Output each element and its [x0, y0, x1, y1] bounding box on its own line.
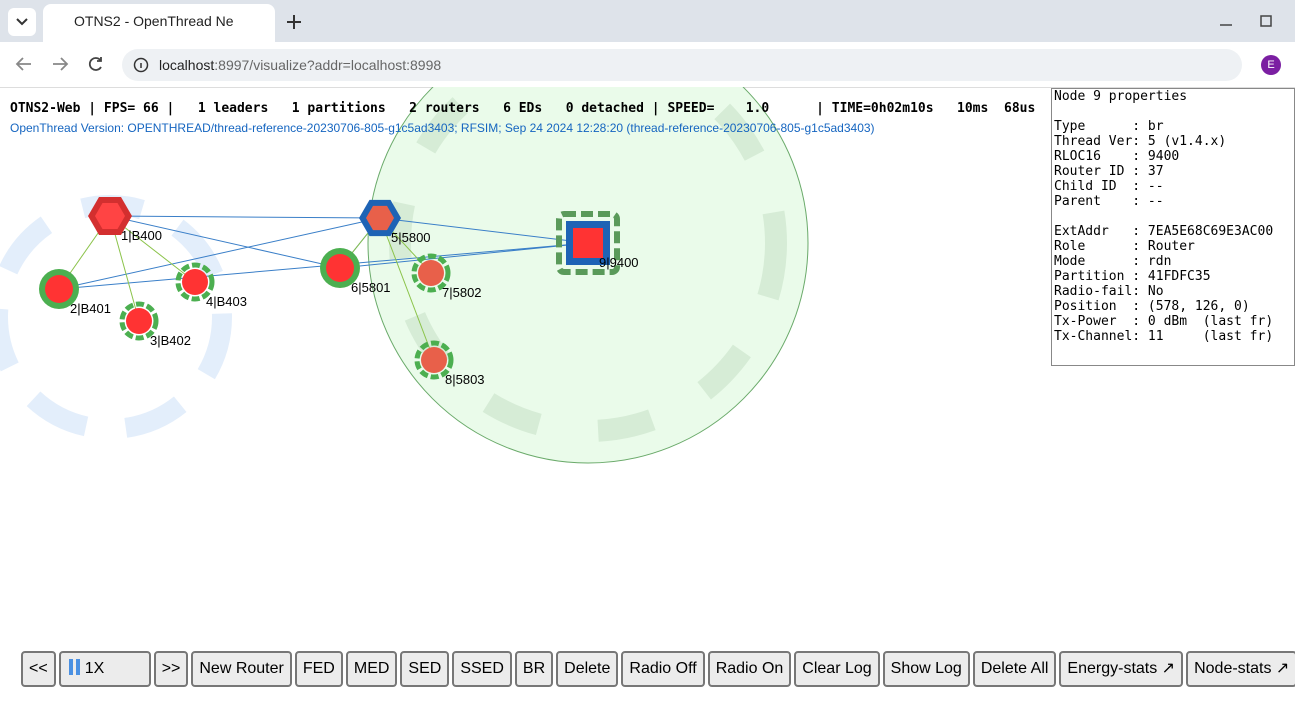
button[interactable]: Energy-stats ↗ — [1059, 651, 1184, 687]
link — [58, 217, 381, 290]
button[interactable]: Show Log — [882, 651, 970, 687]
node-core — [326, 254, 354, 282]
property-row: Child ID : -- — [1054, 179, 1164, 194]
url-path: :8997/visualize?addr=localhost:8998 — [214, 57, 442, 73]
property-row: RLOC16 : 9400 — [1054, 149, 1180, 164]
node[interactable]: 3|B402 — [119, 301, 191, 348]
property-row: Role : Router — [1054, 239, 1195, 254]
node-halo — [556, 211, 620, 275]
button[interactable]: SED — [400, 651, 450, 687]
node[interactable]: 8|5803 — [414, 340, 485, 387]
property-row: ExtAddr : 7EA5E68C69E3AC00 — [1054, 224, 1274, 239]
button[interactable]: BR — [514, 651, 554, 687]
node-shape — [411, 253, 451, 293]
node-shape — [175, 262, 215, 302]
button[interactable]: 1X — [58, 651, 151, 687]
node-core — [573, 228, 603, 258]
property-row: Mode : rdn — [1054, 254, 1172, 269]
node-label: 4|B403 — [206, 294, 247, 309]
node[interactable]: 5|5800 — [359, 199, 431, 245]
info-icon — [133, 57, 149, 73]
node-label: 9|9400 — [599, 255, 639, 270]
tab-title: OTNS2 - OpenThread Ne — [74, 13, 234, 29]
node-label: 2|B401 — [70, 301, 111, 316]
link — [109, 215, 341, 269]
node-label: 3|B402 — [150, 333, 191, 348]
button[interactable]: FED — [294, 651, 343, 687]
button[interactable]: Node-stats ↗ — [1186, 651, 1295, 687]
node-core — [95, 203, 125, 229]
node-core — [45, 275, 73, 303]
button[interactable]: Radio Off — [621, 651, 705, 687]
child-link — [379, 217, 435, 361]
property-row: Radio-fail: No — [1054, 284, 1164, 299]
property-row: Thread Ver: 5 (v1.4.x) — [1054, 134, 1227, 149]
button[interactable]: Clear Log — [794, 651, 880, 687]
node-label: 5|5800 — [391, 230, 431, 245]
node-core — [421, 347, 447, 373]
node[interactable]: 4|B403 — [175, 262, 247, 309]
button[interactable]: Radio On — [707, 651, 792, 687]
property-row: Tx-Channel: 11 (last fr) — [1054, 329, 1274, 344]
button[interactable]: >> — [153, 651, 189, 687]
toolbar: << 1X >> New Router FED MED SED SSED BR Delete Rad… — [21, 651, 1295, 687]
node-shape — [414, 340, 454, 380]
version-line: OpenThread Version: OPENTHREAD/thread-re… — [10, 121, 875, 135]
property-row: Partition : 41FDFC35 — [1054, 269, 1211, 284]
link — [379, 217, 589, 244]
node-properties-panel: Node 9 properties Type : br Thread Ver: 5… — [1051, 88, 1295, 366]
node[interactable]: 6|5801 — [320, 248, 391, 295]
property-row: Parent : -- — [1054, 194, 1164, 209]
panel-title: Node 9 properties — [1054, 89, 1188, 104]
url-box[interactable] — [122, 49, 1242, 81]
node-shape — [119, 301, 159, 341]
node-label: 7|5802 — [442, 285, 482, 300]
node[interactable]: 2|B401 — [39, 269, 111, 316]
node-label: 6|5801 — [351, 280, 391, 295]
property-row: Tx-Power : 0 dBm (last fr) — [1054, 314, 1274, 329]
property-row: Type : br — [1054, 119, 1164, 134]
profile-avatar[interactable]: E — [1261, 55, 1281, 75]
url: localhost:8997/visualize?addr=localhost:… — [159, 57, 441, 73]
button[interactable]: SSED — [452, 651, 512, 687]
node-core — [418, 260, 444, 286]
button[interactable]: New Router — [191, 651, 292, 687]
url-host: localhost — [159, 57, 215, 73]
node-core — [182, 269, 208, 295]
property-row — [1052, 209, 1294, 224]
node[interactable]: 1|B400 — [88, 196, 162, 243]
node-core — [366, 205, 394, 231]
tab[interactable] — [43, 4, 275, 42]
status-line: OTNS2-Web | FPS= 66 | 1 leaders 1 partit… — [10, 101, 1036, 116]
spacer — [1052, 104, 1294, 119]
node-label: 8|5803 — [445, 372, 485, 387]
node[interactable]: 9|9400 — [556, 211, 639, 275]
button[interactable]: << — [21, 651, 56, 687]
node-label: 1|B400 — [121, 228, 162, 243]
pause-icon — [68, 659, 73, 675]
button[interactable]: MED — [345, 651, 398, 687]
property-row: Router ID : 37 — [1054, 164, 1164, 179]
network-canvas: 1|B400 2|B401 3|B402 4|B403 5|5800 6|5801 7|58… — [0, 87, 809, 464]
link — [339, 242, 589, 269]
link — [109, 215, 381, 219]
property-row: Position : (578, 126, 0) — [1054, 299, 1250, 314]
button[interactable]: Delete All — [972, 651, 1057, 687]
node[interactable]: 7|5802 — [411, 253, 482, 300]
node-core — [126, 308, 152, 334]
button[interactable]: Delete — [556, 651, 619, 687]
tab-icons — [8, 8, 1272, 36]
